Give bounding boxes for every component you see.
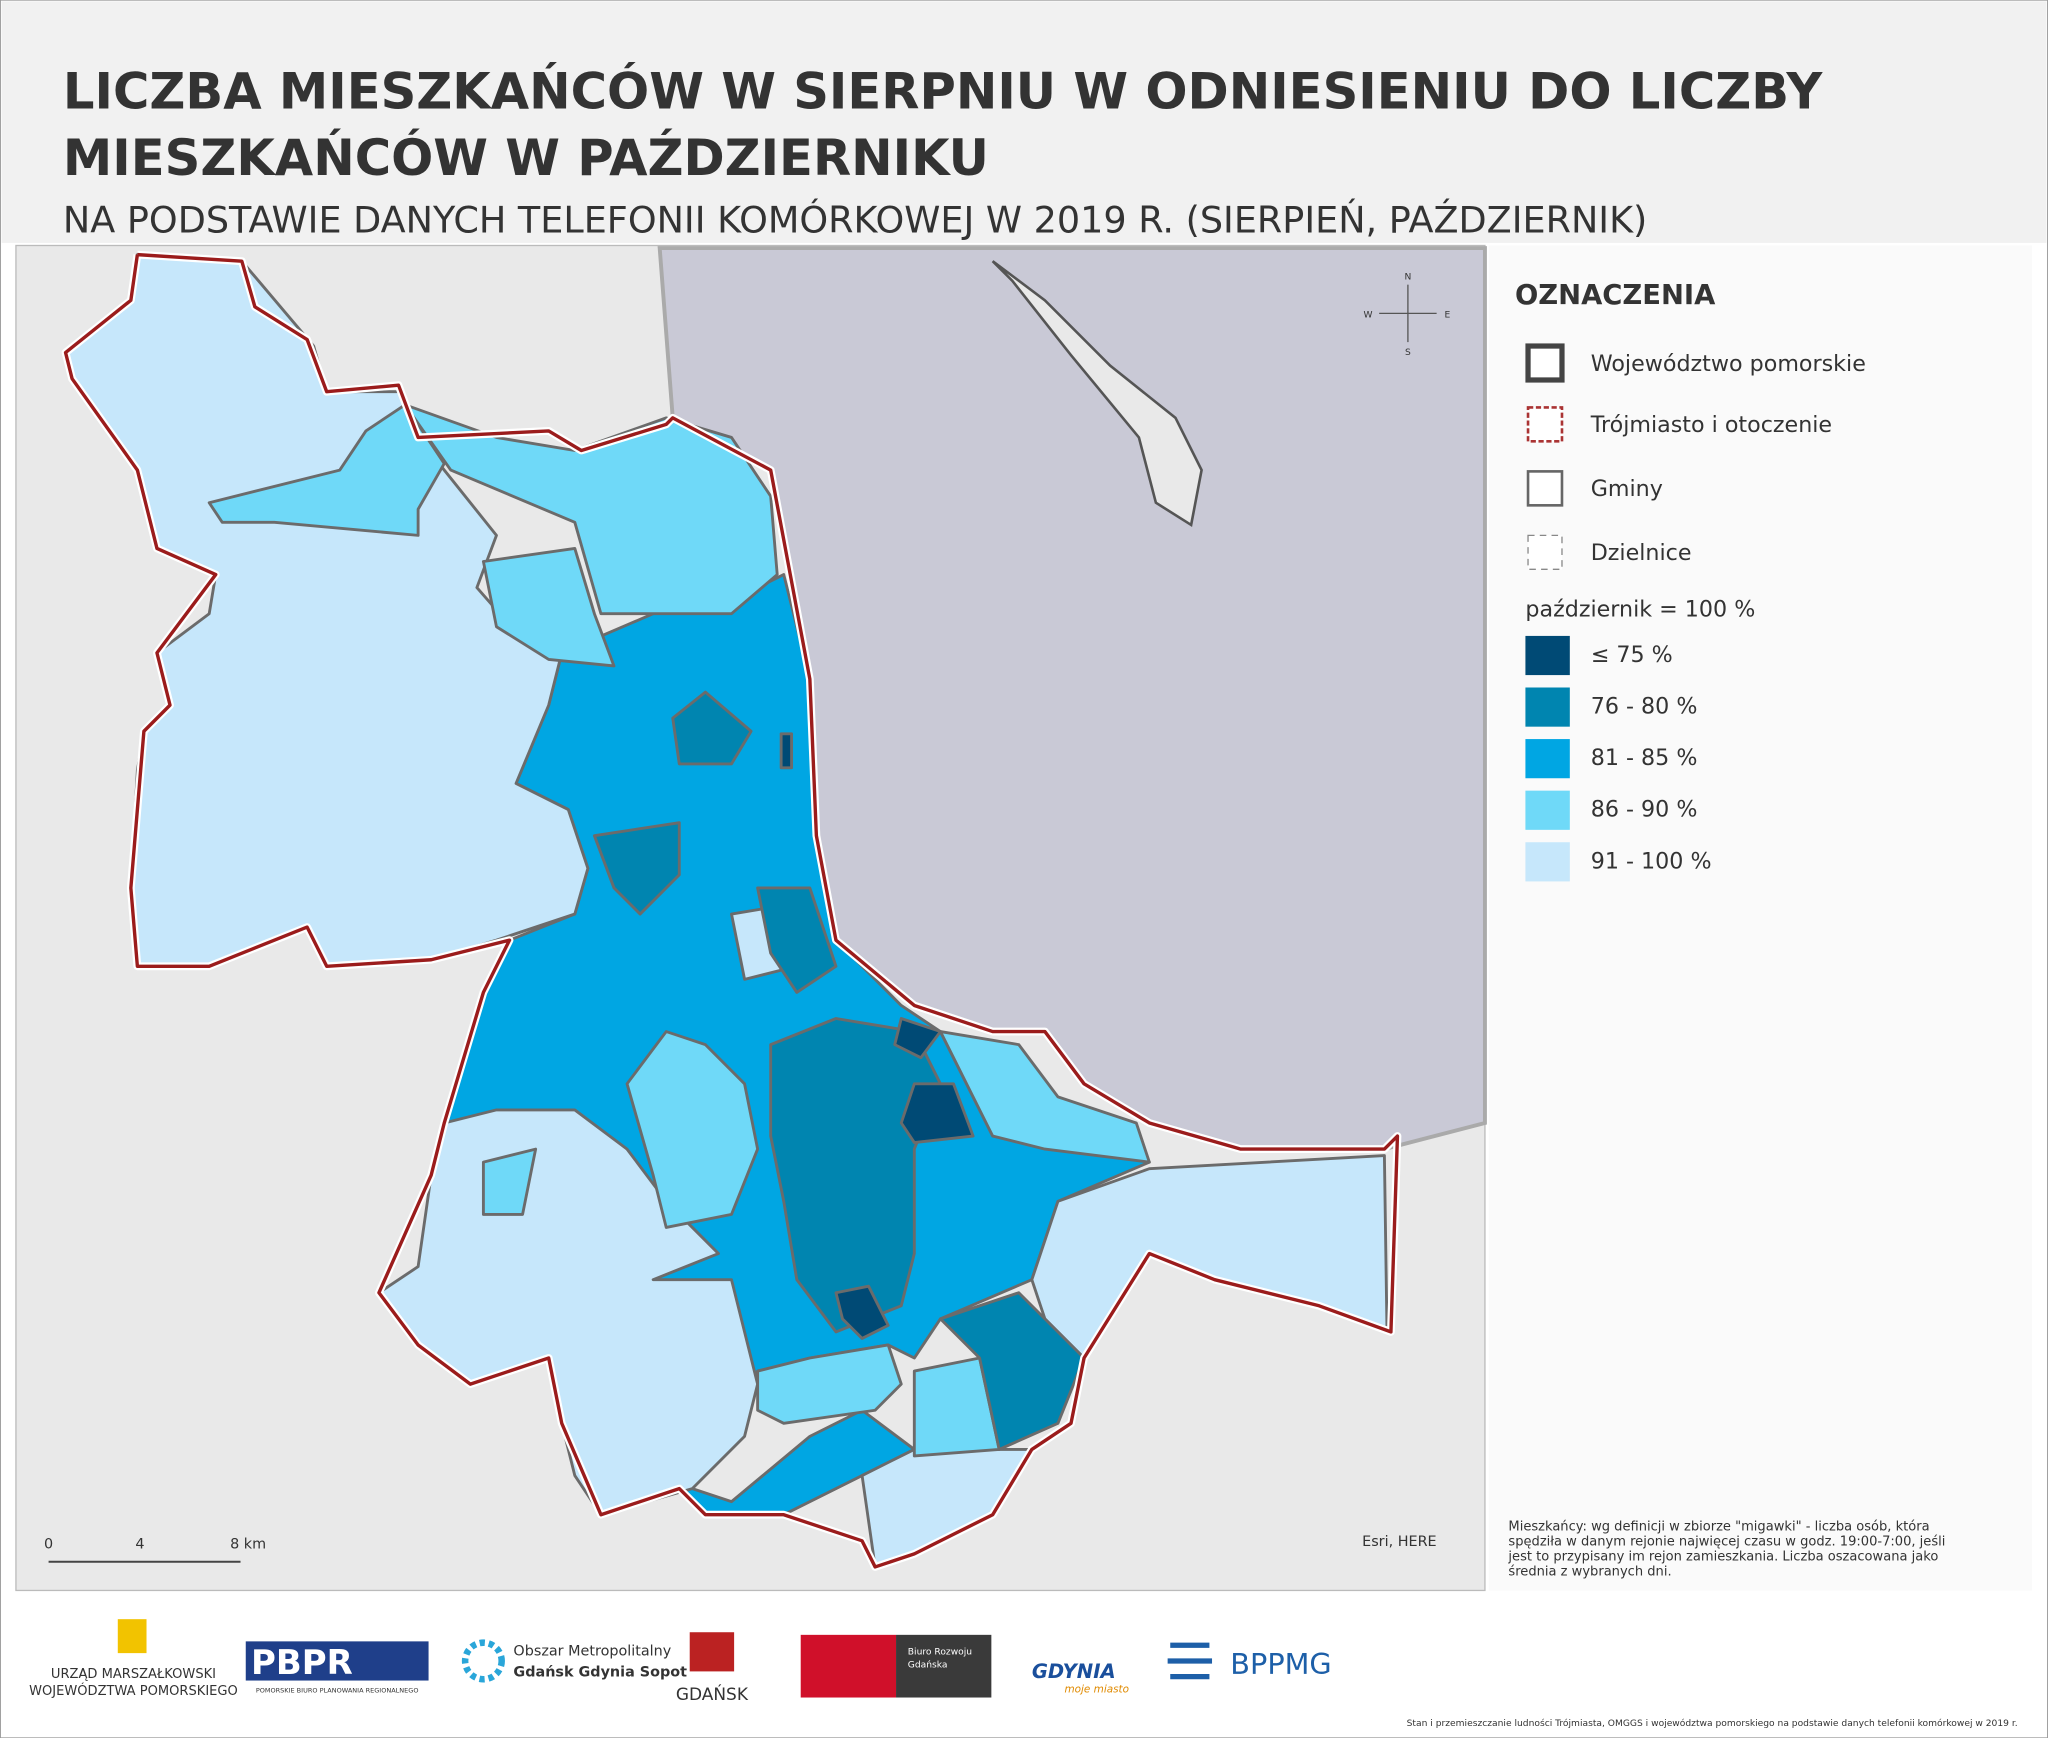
footnote-line: jest to przypisany im rejon zamieszkania…	[1507, 1549, 1938, 1564]
legend-bg	[1488, 245, 2033, 1591]
compass-w: W	[1364, 310, 1373, 320]
hel-peninsula	[991, 260, 1203, 528]
legend-class-label: 76 - 80 %	[1591, 694, 1698, 720]
legend: OZNACZENIA Województwo pomorskie Trójmia…	[1488, 245, 2033, 1591]
legend-symbol	[1525, 343, 1565, 383]
title-line: LICZBA MIESZKAŃCÓW W SIERPNIU W ODNIESIE…	[63, 61, 1823, 120]
scale-label: 8 km	[230, 1537, 266, 1553]
legend-class-label: 91 - 100 %	[1591, 848, 1712, 874]
region	[756, 1343, 903, 1425]
logo-bppmg-icon	[1167, 1642, 1213, 1680]
title-line: MIESZKAŃCÓW W PAŹDZIERNIKU	[63, 128, 989, 187]
region	[938, 1030, 1151, 1164]
header-bg	[1, 1, 2047, 243]
logo-text: GDYNIA	[1032, 1660, 1116, 1683]
legend-class-label: ≤ 75 %	[1591, 642, 1673, 668]
region	[899, 1082, 975, 1144]
logo-pbpr-bg	[245, 1641, 429, 1681]
region	[756, 886, 838, 994]
scale-label: 4	[135, 1537, 144, 1553]
map-area: N E S W 0 4 8 km Esri, HERE	[15, 244, 1487, 1592]
region	[671, 690, 753, 766]
trojmiasto-boundary	[63, 252, 1400, 1569]
compass-n: N	[1404, 272, 1411, 282]
footnote: Mieszkańcy: wg definicji w zbiorze "miga…	[1507, 1519, 1945, 1579]
attribution: Esri, HERE	[1362, 1534, 1437, 1550]
logo-text: POMORSKIE BIURO PLANOWANIA REGIONALNEGO	[256, 1686, 419, 1694]
logo-text: PBPR	[251, 1643, 353, 1683]
footnote-line: spędziła w danym rejonie najwięcej czasu…	[1508, 1534, 1945, 1549]
legend-classes-title: październik = 100 %	[1525, 596, 1755, 622]
region	[834, 1284, 890, 1340]
compass-s: S	[1405, 348, 1411, 358]
region	[481, 1147, 538, 1216]
logo-text: Gdańsk Gdynia Sopot	[513, 1665, 687, 1681]
legend-swatch	[1525, 739, 1570, 779]
footer: URZĄD MARSZAŁKOWSKI WOJEWÓDZTWA POMORSKI…	[1, 1593, 2047, 1737]
region	[625, 1030, 760, 1229]
region	[779, 732, 794, 770]
legend-swatch	[1525, 790, 1570, 830]
logo-crest	[117, 1619, 147, 1654]
region	[481, 546, 616, 668]
legend-class-label: 86 - 90 %	[1591, 797, 1698, 823]
legend-item: Województwo pomorskie	[1591, 351, 1866, 377]
logo-text: URZĄD MARSZAŁKOWSKI	[51, 1667, 216, 1682]
logo-text: GDAŃSK	[676, 1683, 749, 1705]
region	[893, 1017, 942, 1060]
subtitle: NA PODSTAWIE DANYCH TELEFONII KOMÓRKOWEJ…	[63, 197, 1647, 241]
footnote-line: średnia z wybranych dni.	[1508, 1564, 1671, 1579]
scale-label: 0	[44, 1537, 53, 1553]
logo-text: Obszar Metropolitalny	[513, 1644, 671, 1660]
logo-gdansk-crest	[689, 1632, 735, 1672]
legend-swatch	[1525, 687, 1570, 727]
legend-item: Trójmiasto i otoczenie	[1590, 412, 1832, 438]
legend-symbol	[1526, 470, 1564, 507]
logo-text: WOJEWÓDZTWA POMORSKIEGO	[29, 1683, 238, 1699]
compass-e: E	[1444, 310, 1450, 320]
region	[592, 821, 681, 916]
scale-bar: 0 4 8 km	[44, 1537, 266, 1563]
legend-title: OZNACZENIA	[1515, 280, 1716, 311]
logo-om-icon	[461, 1639, 505, 1683]
credit: Stan i przemieszczanie ludności Trójmias…	[1407, 1718, 2018, 1729]
legend-symbol	[1527, 534, 1563, 570]
legend-symbol	[1526, 406, 1564, 443]
legend-swatch	[1525, 842, 1570, 882]
region	[938, 1291, 1086, 1451]
legend-swatch	[1525, 635, 1570, 676]
legend-class-label: 81 - 85 %	[1591, 745, 1698, 771]
region	[207, 403, 446, 537]
logo-text: BPPMG	[1230, 1647, 1331, 1681]
logo-brg-dark	[896, 1634, 992, 1698]
logo-brg-red	[800, 1634, 897, 1698]
logo-text: Gdańska	[908, 1660, 948, 1670]
legend-item: Gminy	[1591, 476, 1663, 502]
legend-classes: ≤ 75 % 76 - 80 % 81 - 85 % 86 - 90 % 91 - 10…	[1525, 635, 1712, 882]
legend-item: Dzielnice	[1591, 540, 1692, 566]
compass: N E S W	[1364, 272, 1451, 358]
logo-text: moje miasto	[1064, 1683, 1129, 1695]
logo-text: Biuro Rozwoju	[908, 1647, 972, 1657]
footnote-line: Mieszkańcy: wg definicji w zbiorze "miga…	[1508, 1519, 1929, 1534]
